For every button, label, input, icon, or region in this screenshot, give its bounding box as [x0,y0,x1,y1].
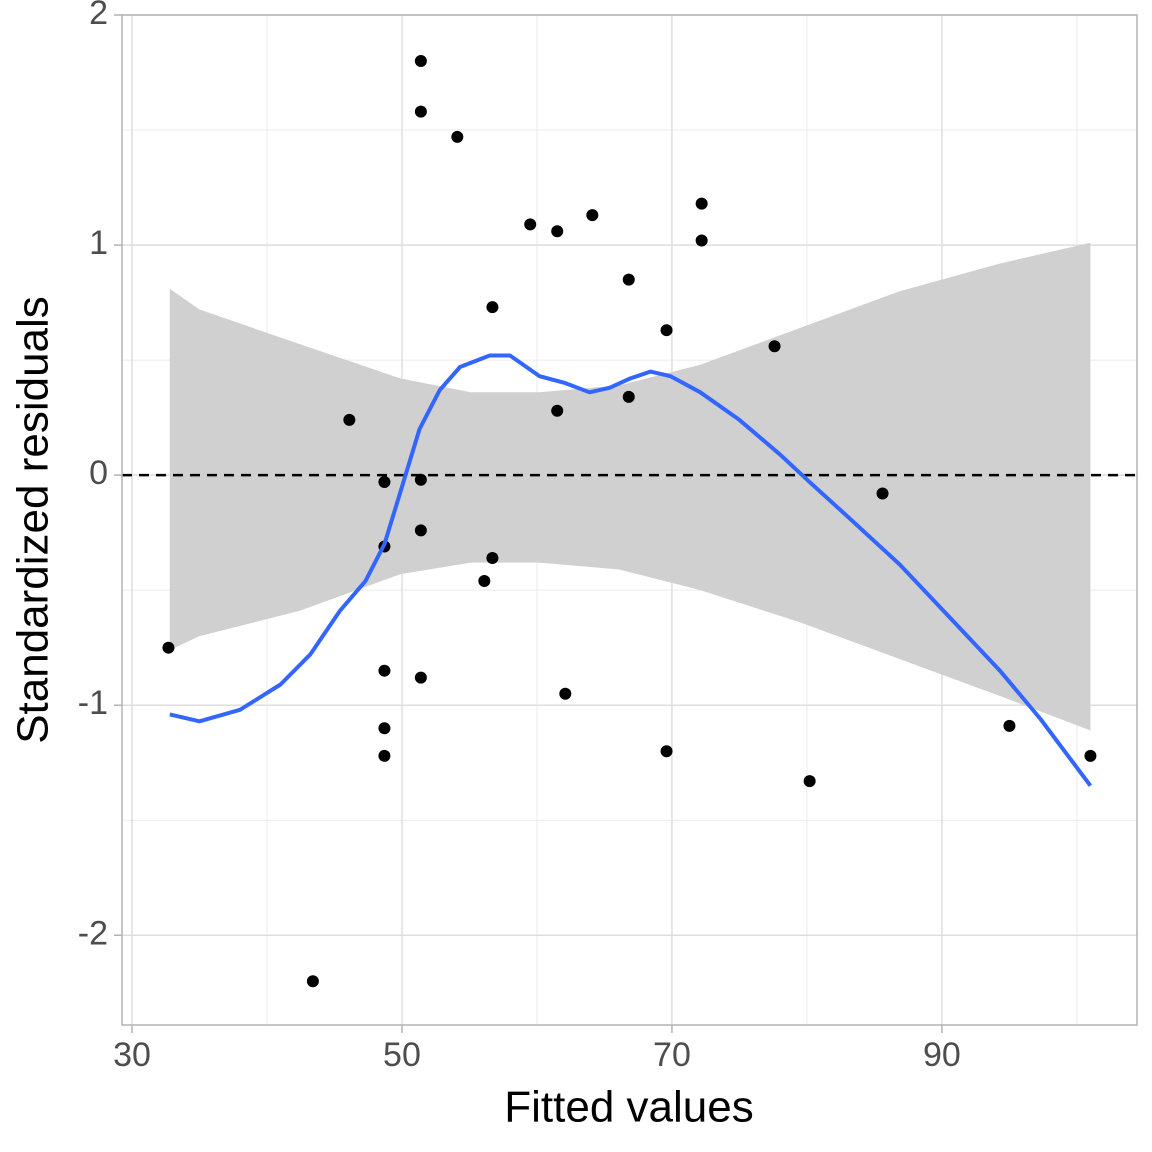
x-tick-label: 70 [653,1036,691,1074]
point [451,130,464,143]
x-tick-label: 30 [113,1036,151,1074]
point [478,574,491,587]
y-axis-title: Standardized residuals [9,296,58,744]
point [343,413,356,426]
point [551,404,564,417]
panel-border [121,14,1138,1026]
point [551,225,564,238]
point [378,664,391,677]
x-tick-label: 90 [923,1036,961,1074]
point [486,551,499,564]
point [622,390,635,403]
point [586,209,599,222]
smooth-line [169,353,1093,787]
point [695,234,708,247]
point [803,775,816,788]
point [559,687,572,700]
point [1084,749,1097,762]
point [378,749,391,762]
confidence-band [169,242,1091,731]
point [622,273,635,286]
y-tick-label: -2 [78,914,108,952]
point [414,473,427,486]
point [414,105,427,118]
y-tick-label: 1 [89,224,108,262]
point [486,301,499,314]
point [378,722,391,735]
point [1003,719,1016,732]
point [660,745,673,758]
point [524,218,537,231]
y-tick-label: 2 [89,0,108,32]
point [414,671,427,684]
point [414,55,427,68]
y-tick-label: -1 [78,684,108,722]
y-tick-label: 0 [89,454,108,492]
point [768,340,781,353]
x-tick-label: 50 [383,1036,421,1074]
point [306,975,319,988]
point [162,641,175,654]
point [876,487,889,500]
point [695,197,708,210]
point [378,476,391,489]
x-axis-title: Fitted values [504,1083,753,1132]
point [414,524,427,537]
point [660,324,673,337]
